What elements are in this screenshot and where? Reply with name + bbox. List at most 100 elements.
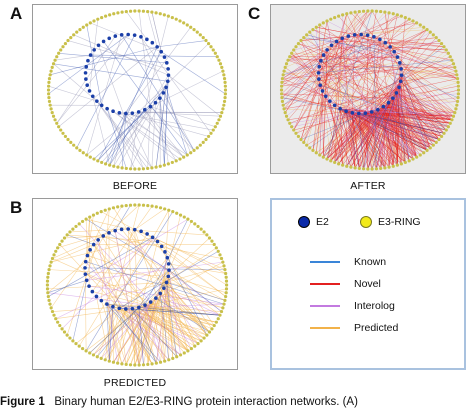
network-edge (51, 237, 153, 263)
network-edge (334, 113, 366, 163)
network-edge (312, 29, 402, 76)
e3-ring-node (442, 45, 446, 49)
e2-node (166, 67, 170, 71)
e3-ring-node (75, 146, 79, 150)
e3-ring-node (175, 211, 179, 215)
e3-ring-node (321, 21, 325, 25)
network-edge (132, 308, 157, 364)
network-edge (97, 269, 170, 357)
network-edge (334, 56, 398, 163)
network-edge (85, 218, 170, 271)
e3-ring-node (220, 65, 224, 70)
e3-ring-node (128, 9, 133, 13)
e2-node (132, 227, 137, 232)
e2-node (130, 306, 135, 311)
network-edge (55, 263, 169, 319)
network-edge (342, 38, 452, 61)
e2-node (165, 79, 170, 84)
e2-node (92, 48, 96, 52)
e3-ring-node (186, 349, 190, 353)
network-edge (281, 97, 347, 112)
network-edge (325, 14, 398, 97)
e3-ring-node (137, 363, 141, 367)
e3-ring-node (314, 25, 318, 29)
e3-ring-node (353, 166, 357, 170)
network-edge (89, 282, 167, 354)
e3-ring-node (47, 84, 51, 88)
e3-ring-node (52, 313, 56, 317)
network-edge (352, 112, 377, 169)
e2-node (332, 103, 337, 108)
network-edge (316, 27, 320, 80)
e3-ring-node (133, 203, 137, 207)
e3-ring-node (439, 134, 444, 139)
e2-node (321, 53, 326, 57)
e3-ring-node (321, 155, 325, 159)
e3-ring-node (69, 36, 73, 40)
e3-ring-node (51, 62, 56, 66)
e3-ring-node (221, 69, 225, 73)
e2-node (350, 111, 355, 115)
network-edge (125, 27, 191, 114)
network-edge (67, 234, 94, 245)
e3-ring-node (77, 222, 81, 226)
e3-ring-node (213, 125, 217, 129)
e3-ring-node (286, 58, 290, 62)
network-edge (334, 38, 343, 163)
network-edge (342, 14, 347, 112)
e3-ring-node (223, 92, 227, 96)
e3-ring-node (282, 107, 286, 111)
network-edge (119, 303, 225, 309)
network-edge (282, 49, 328, 79)
e3-ring-node (422, 151, 426, 155)
network-edge (92, 96, 153, 169)
e3-ring-node (58, 242, 62, 247)
network-edge (109, 308, 120, 362)
e2-node (372, 34, 376, 39)
e2-node (162, 55, 167, 59)
legend-interolog: Interolog (310, 300, 395, 312)
legend-novel: Novel (310, 278, 381, 290)
network-edge (385, 42, 445, 47)
network-edge (168, 74, 221, 117)
e2-node (150, 235, 155, 240)
e3-ring-node (456, 84, 460, 88)
e3-ring-node (219, 309, 224, 314)
network-edge (159, 98, 165, 166)
network-edge (322, 90, 364, 169)
e2-node (317, 77, 321, 81)
panel-c-caption: AFTER (350, 180, 386, 192)
network-edge (291, 53, 324, 56)
e3-ring-node (60, 239, 64, 243)
e3-ring-node (59, 128, 63, 132)
panel-c-letter: C (248, 4, 261, 23)
network-edge (48, 237, 153, 297)
network-edge (316, 26, 380, 40)
e3-ring-node (224, 275, 228, 279)
e3-ring-node (407, 17, 411, 21)
e2-node (145, 232, 149, 236)
e2-node (166, 262, 171, 266)
e3-ring-node (299, 137, 303, 142)
e2-node (344, 109, 348, 114)
e3-ring-node (174, 159, 178, 163)
e2-node (158, 96, 162, 100)
e2-node (164, 61, 169, 65)
e3-ring-node (407, 159, 411, 163)
e3-ring-node (453, 110, 457, 115)
network-edge (57, 230, 116, 249)
network-edge (159, 98, 169, 164)
e2-node (107, 36, 112, 41)
e3-ring-node (137, 203, 141, 207)
network-edge (389, 14, 398, 47)
e3-ring-node (288, 55, 292, 59)
e3-ring-node (283, 65, 287, 70)
e3-ring-node (428, 146, 432, 150)
e3-ring-node (71, 227, 75, 231)
e3-ring-node (50, 309, 55, 314)
e2-node (346, 34, 351, 38)
e3-ring-node (201, 140, 205, 144)
e3-ring-node (182, 215, 186, 219)
network-edge (55, 54, 91, 61)
network-edge (163, 287, 221, 316)
